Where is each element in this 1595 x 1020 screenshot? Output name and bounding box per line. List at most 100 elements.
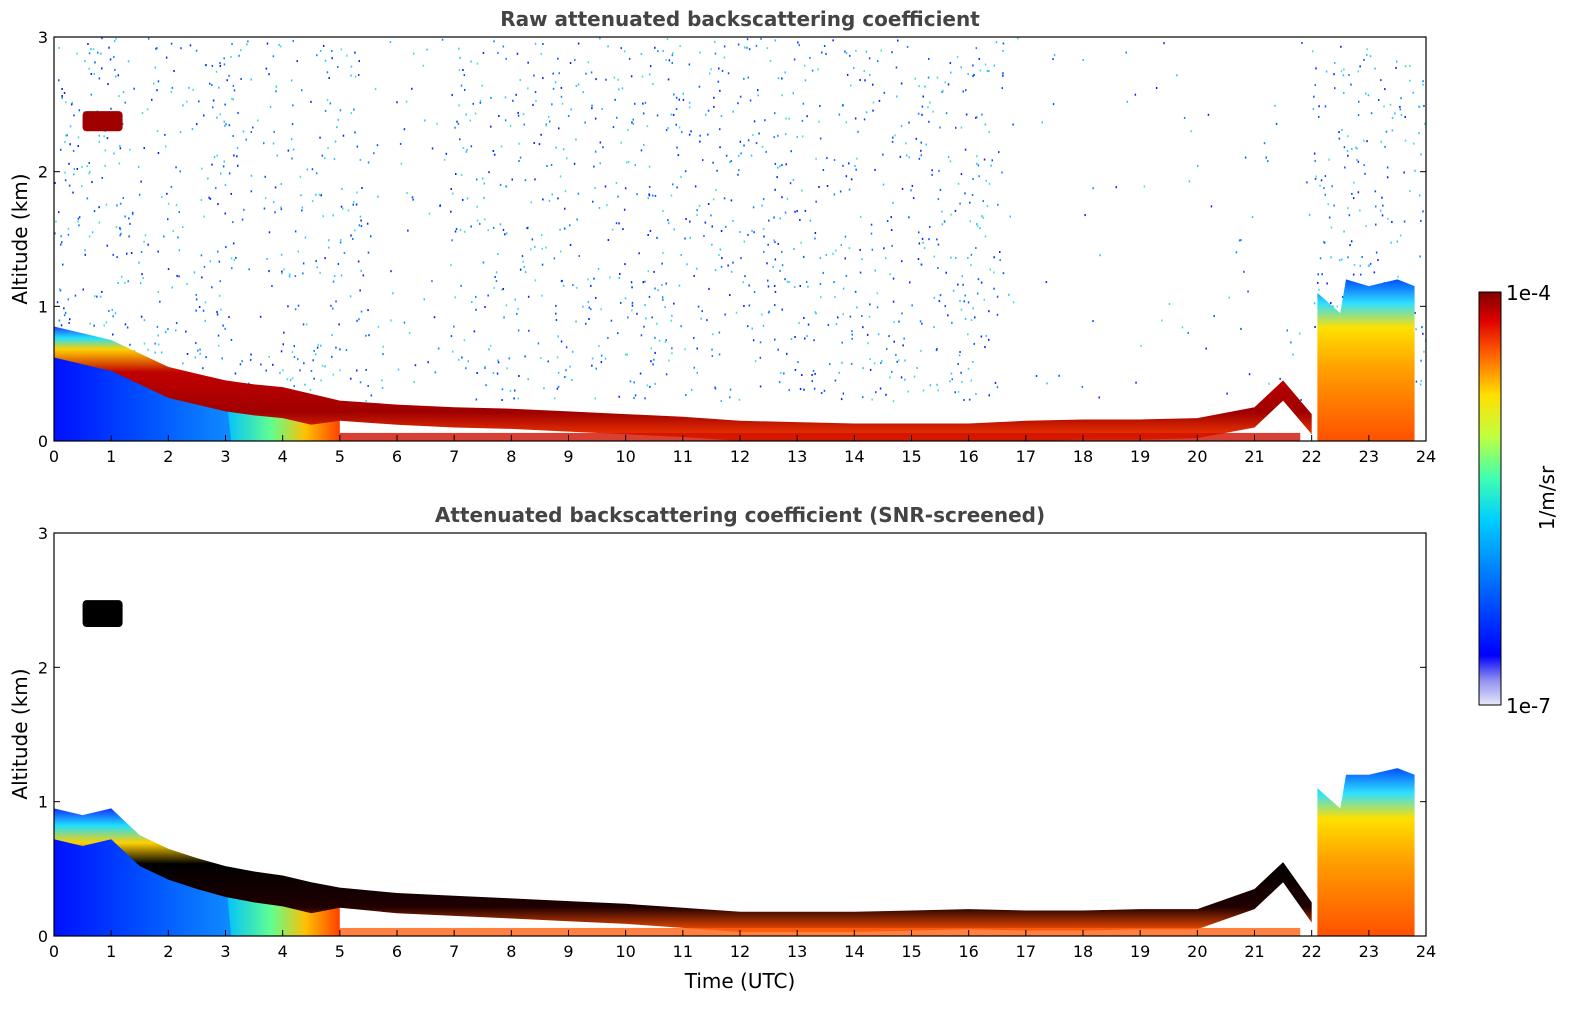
noise-pixel	[517, 397, 519, 400]
noise-pixel	[668, 359, 670, 362]
colorbar-min-label: 1e-7	[1506, 694, 1551, 718]
noise-pixel	[354, 131, 356, 134]
noise-pixel	[814, 237, 816, 240]
noise-pixel	[752, 133, 754, 136]
x-tick-label: 15	[901, 447, 921, 466]
noise-pixel	[232, 221, 234, 224]
x-tick-label: 18	[1073, 942, 1093, 961]
x-tick-label: 10	[615, 447, 635, 466]
noise-pixel	[212, 99, 215, 102]
noise-pixel	[202, 367, 204, 370]
noise-pixel	[403, 128, 406, 131]
noise-pixel	[280, 183, 282, 185]
noise-pixel	[283, 268, 285, 271]
noise-pixel	[1409, 64, 1411, 67]
noise-pixel	[207, 177, 209, 180]
noise-pixel	[1002, 272, 1005, 275]
noise-pixel	[1318, 115, 1320, 118]
noise-pixel	[671, 314, 673, 317]
noise-pixel	[666, 38, 669, 41]
y-tick-label: 0	[38, 927, 48, 946]
noise-pixel	[665, 129, 668, 132]
noise-pixel	[157, 80, 160, 83]
noise-pixel	[350, 234, 352, 237]
noise-pixel	[633, 397, 635, 399]
noise-pixel	[286, 378, 289, 381]
noise-pixel	[266, 258, 268, 260]
noise-pixel	[1390, 241, 1392, 244]
noise-pixel	[143, 240, 145, 243]
noise-pixel	[737, 173, 739, 176]
noise-pixel	[729, 388, 732, 391]
noise-pixel	[160, 351, 163, 354]
noise-pixel	[901, 187, 904, 190]
noise-pixel	[988, 310, 990, 313]
noise-pixel	[955, 257, 957, 259]
x-tick-label: 22	[1301, 942, 1321, 961]
noise-pixel	[93, 324, 95, 327]
noise-pixel	[319, 50, 322, 52]
noise-pixel	[248, 382, 250, 385]
noise-pixel	[482, 51, 485, 54]
noise-pixel	[186, 353, 189, 355]
x-tick-label: 5	[335, 447, 345, 466]
noise-pixel	[1168, 303, 1171, 305]
noise-pixel	[950, 372, 953, 375]
noise-pixel	[236, 147, 239, 150]
noise-pixel	[893, 321, 895, 324]
noise-pixel	[822, 169, 825, 171]
noise-pixel	[347, 209, 350, 212]
noise-pixel	[1012, 301, 1015, 304]
noise-pixel	[890, 229, 893, 231]
noise-pixel	[696, 347, 698, 350]
noise-pixel	[557, 57, 559, 60]
noise-pixel	[693, 274, 695, 277]
noise-pixel	[1334, 62, 1336, 64]
noise-pixel	[777, 242, 779, 245]
x-tick-label: 12	[730, 447, 750, 466]
noise-pixel	[137, 165, 140, 168]
noise-pixel	[89, 322, 92, 325]
noise-pixel	[88, 52, 91, 55]
noise-pixel	[297, 304, 300, 307]
noise-pixel	[487, 229, 489, 232]
noise-pixel	[972, 307, 974, 310]
noise-pixel	[524, 179, 527, 182]
noise-pixel	[753, 231, 755, 234]
noise-pixel	[671, 352, 673, 355]
x-tick-label: 22	[1301, 447, 1321, 466]
noise-pixel	[494, 276, 496, 278]
noise-pixel	[1002, 72, 1004, 75]
noise-pixel	[143, 147, 145, 150]
noise-pixel	[1359, 65, 1361, 68]
x-tick-label: 3	[220, 447, 230, 466]
noise-pixel	[76, 52, 78, 55]
noise-pixel	[859, 79, 861, 81]
noise-pixel	[1008, 293, 1010, 296]
noise-pixel	[594, 117, 597, 120]
noise-pixel	[569, 224, 571, 227]
noise-pixel	[776, 176, 778, 179]
noise-pixel	[939, 294, 942, 297]
noise-pixel	[180, 47, 182, 50]
noise-pixel	[527, 295, 530, 298]
noise-pixel	[349, 295, 352, 298]
noise-pixel	[648, 73, 651, 76]
noise-pixel	[331, 57, 333, 60]
noise-pixel	[818, 186, 820, 188]
noise-pixel	[224, 125, 226, 127]
noise-pixel	[799, 285, 801, 287]
noise-pixel	[441, 38, 444, 41]
noise-pixel	[246, 43, 248, 46]
noise-pixel	[1364, 172, 1366, 175]
noise-pixel	[949, 62, 952, 65]
noise-pixel	[58, 211, 60, 214]
noise-pixel	[716, 169, 718, 172]
noise-pixel	[105, 203, 108, 206]
noise-pixel	[712, 198, 715, 201]
noise-pixel	[128, 217, 130, 220]
noise-pixel	[1187, 331, 1189, 334]
noise-pixel	[737, 154, 740, 157]
colorbar: 1e-4 1e-7 1/m/sr	[1478, 281, 1559, 718]
noise-pixel	[106, 137, 109, 140]
